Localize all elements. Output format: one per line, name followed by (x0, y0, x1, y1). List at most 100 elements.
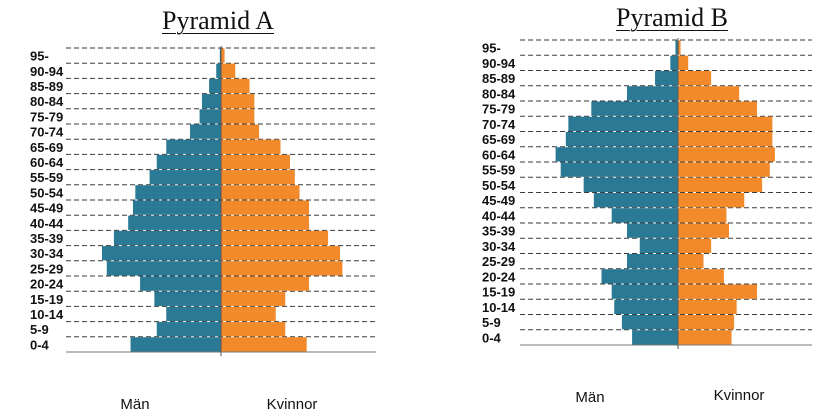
pyramid-b-tick-label: 15-19 (482, 285, 515, 300)
pyramid-a-tick-label: 25-29 (30, 261, 63, 276)
pyramid-b-bar-women (678, 101, 758, 116)
pyramid-a-tick-label: 60-64 (30, 155, 64, 170)
pyramid-a-tick-label: 80-84 (30, 94, 64, 109)
pyramid-a-bar-women (221, 306, 276, 322)
pyramid-b-bar-women (678, 131, 773, 147)
pyramid-b-bar-men (601, 269, 678, 284)
pyramid-a-bar-men (130, 337, 221, 352)
pyramid-b-bar-women (678, 147, 775, 162)
pyramid-a-bar-women (221, 109, 255, 124)
pyramid-b-legend-men: Män (575, 389, 605, 406)
pyramid-a-bar-men (166, 306, 221, 322)
pyramid-b-bar-men (627, 86, 678, 101)
pyramid-b-bar-men (593, 192, 678, 208)
pyramid-b-bar-men (675, 40, 678, 55)
pyramid-b-bar-men (568, 116, 678, 132)
pyramid-a-bar-women (221, 154, 291, 170)
pyramid-b-bar-men (560, 162, 678, 177)
pyramid-b-bar-men (632, 330, 678, 345)
pyramid-a-tick-label: 65-69 (30, 140, 63, 155)
pyramid-a-bar-men (190, 124, 221, 139)
pyramid-a-bar-men (106, 261, 221, 276)
pyramid-a-bar-women (221, 139, 281, 154)
pyramid-b-tick-label: 10-14 (482, 300, 516, 315)
pyramid-a-tick-label: 35-39 (30, 231, 63, 246)
pyramid-a-bar-men (219, 48, 221, 63)
pyramid-a-bar-men (113, 230, 221, 246)
pyramid-b-bar-men (611, 208, 678, 223)
pyramid-a-bar-women (221, 261, 343, 276)
pyramid-a-bar-men (128, 215, 221, 230)
pyramid-a-bar-women (221, 94, 255, 109)
pyramid-a-bar-women (221, 215, 310, 230)
pyramid-b-bar-women (678, 299, 737, 315)
pyramid-b-bar-women (678, 330, 732, 345)
pyramid-a-bar-women (221, 230, 329, 246)
pyramid-a-bar-women (221, 48, 225, 63)
pyramid-a-bar-men (154, 291, 221, 306)
pyramid-a-tick-label: 0-4 (30, 337, 50, 352)
pyramid-b-bar-women (678, 162, 770, 177)
pyramid-b-bar-women (678, 70, 712, 86)
pyramid-b-bar-women (678, 40, 681, 55)
pyramid-b-tick-label: 70-74 (482, 117, 516, 132)
pyramid-a-bar-men (102, 246, 221, 261)
pyramid-b-bar-women (678, 238, 712, 254)
pyramid-b-tick-label: 55-59 (482, 163, 515, 178)
pyramid-a-bar-men (135, 185, 221, 200)
pyramid-b-legend-women: Kvinnor (713, 387, 765, 404)
pyramid-a-bar-men (166, 139, 221, 154)
pyramid-a-legend-women: Kvinnor (266, 396, 318, 413)
pyramid-a-bar-men (149, 170, 221, 185)
pyramid-a-bar-women (221, 322, 286, 337)
pyramid-a-title: Pyramid A (162, 6, 274, 35)
pyramid-b-bar-women (678, 253, 704, 269)
pyramid-b-bar-women (678, 116, 773, 132)
pyramid-a-tick-label: 40-44 (30, 216, 64, 231)
pyramid-a-tick-label: 70-74 (30, 125, 64, 140)
pyramid-b-tick-label: 40-44 (482, 208, 516, 223)
pyramid-a-tick-label: 85-89 (30, 79, 63, 94)
pyramid-b-bar-men (639, 238, 678, 254)
pyramid-b-bar-women (678, 284, 758, 299)
pyramid-a-bar-women (221, 78, 250, 94)
pyramid-a-tick-label: 55-59 (30, 170, 63, 185)
pyramid-a-tick-label: 5-9 (30, 322, 49, 337)
pyramid-a-legend-men: Män (120, 396, 150, 413)
pyramid-b-bar-men (583, 177, 678, 193)
pyramid-b-tick-label: 20-24 (482, 269, 516, 284)
pyramid-a-bar-men (209, 78, 221, 94)
pyramid-a-bar-men (156, 322, 221, 337)
pyramid-b-bar-women (678, 192, 745, 208)
pyramid-a-tick-label: 50-54 (30, 185, 64, 200)
pyramid-b-bar-women (678, 55, 689, 71)
pyramid-b-bar-women (678, 314, 735, 330)
pyramid-a-tick-label: 10-14 (30, 307, 64, 322)
pyramid-b-tick-label: 85-89 (482, 71, 515, 86)
pyramid-b-bar-women (678, 208, 727, 223)
pyramid-b-bar-men (611, 284, 678, 299)
pyramid-a-bar-women (221, 200, 310, 215)
pyramid-b-tick-label: 50-54 (482, 178, 516, 193)
pyramid-b-tick-label: 65-69 (482, 132, 515, 147)
pyramid-b-tick-label: 5-9 (482, 315, 501, 330)
pyramid-a-bar-women (221, 337, 307, 352)
pyramid-b-tick-label: 25-29 (482, 254, 515, 269)
pyramid-b-bar-men (627, 253, 678, 269)
pyramid-a-bar-women (221, 246, 340, 261)
pyramid-b-bar-men (555, 147, 678, 162)
pyramid-a-bar-men (140, 276, 221, 291)
pyramid-a-tick-label: 90-94 (30, 64, 64, 79)
pyramid-b-tick-label: 95- (482, 41, 501, 56)
pyramid-b-bar-women (678, 177, 763, 193)
pyramid-b-title: Pyramid B (616, 3, 728, 32)
pyramid-b-bar-men (655, 70, 678, 86)
pyramid-a-bar-men (201, 94, 221, 109)
pyramid-b-bar-men (565, 131, 678, 147)
pyramid-a-tick-label: 30-34 (30, 246, 64, 261)
pyramid-a-bar-women (221, 63, 236, 78)
pyramid-a-bar-women (221, 124, 260, 139)
